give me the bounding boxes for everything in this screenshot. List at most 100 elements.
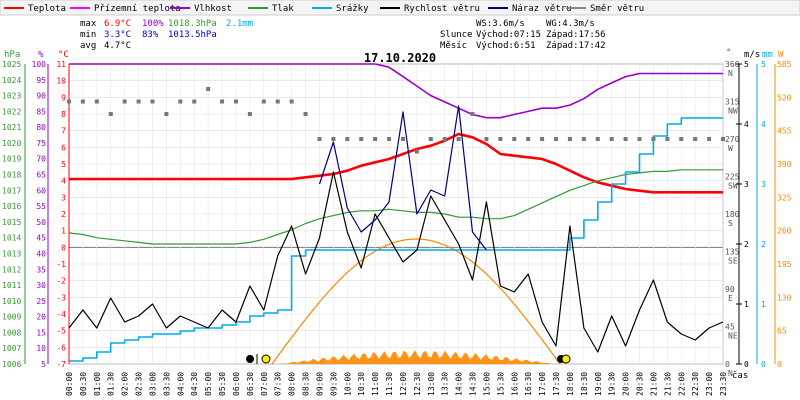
wind-direction-point	[387, 137, 392, 141]
series-lines	[67, 63, 725, 362]
unit-solar: W	[778, 50, 784, 60]
time-tick-label: 16:00	[510, 372, 519, 396]
wind-direction-point	[317, 137, 322, 141]
time-tick-label: 20:00	[622, 372, 631, 396]
direction-tick-label: 270	[725, 135, 740, 144]
humidity-tick-label: 55	[36, 202, 46, 211]
direction-tick-label: N	[728, 69, 733, 78]
wind-direction-point	[233, 99, 238, 104]
temperature-tick-label: 7	[61, 127, 66, 136]
solar-tick-label: 455	[777, 127, 792, 136]
time-tick-label: 11:00	[371, 372, 380, 396]
wind-direction-point	[679, 137, 684, 141]
rain-tick-label: 5	[761, 60, 766, 69]
time-tick-label: 07:30	[274, 372, 283, 396]
time-tick-label: 09:00	[315, 372, 324, 396]
direction-tick-label: NE	[728, 332, 738, 341]
direction-tick-label: 180	[725, 210, 740, 219]
legend-label: Rychlost větru	[404, 4, 480, 14]
wind-direction-point	[637, 137, 642, 141]
axes: 1025102410231022102110201019101810171016…	[2, 60, 792, 396]
sunrise-marker	[261, 354, 271, 364]
wind-direction-point	[80, 99, 85, 104]
time-tick-label: 00:30	[79, 372, 88, 396]
time-tick-label: 21:30	[663, 372, 672, 396]
wind-direction-point	[428, 137, 433, 141]
time-tick-label: 23:30	[719, 372, 728, 396]
wind-direction-point	[136, 99, 141, 104]
time-tick-label: 22:00	[677, 372, 686, 396]
pressure-tick-label: 1025	[2, 60, 21, 69]
unit-humidity: %	[38, 50, 44, 60]
stat-min-hum: 83%	[142, 30, 159, 40]
pressure-tick-label: 1012	[2, 265, 21, 274]
temperature-tick-label: 9	[61, 93, 66, 102]
wind-direction-point	[609, 137, 614, 141]
wind-direction-point	[414, 149, 419, 154]
wind-direction-point	[303, 112, 308, 116]
time-tick-label: 14:00	[455, 372, 464, 396]
rain-tick-label: 4	[761, 120, 766, 129]
stat-max-hum: 100%	[142, 19, 164, 29]
solar-theoretical-curve	[271, 238, 561, 365]
legend-label: Teplota	[28, 4, 66, 14]
time-tick-label: 19:30	[608, 372, 617, 396]
wind-direction-point	[665, 137, 670, 141]
time-tick-label: 04:00	[176, 372, 185, 396]
wind-direction-point	[331, 137, 336, 141]
humidity-tick-label: 90	[36, 92, 46, 101]
stats-block: max 6.9°C 100% 1018.3hPa 2.1mm min 3.3°C…	[80, 19, 253, 51]
sun-moon-block: WS:3.6m/s WG:4.3m/s Slunce Východ:07:15 …	[440, 19, 606, 51]
humidity-tick-label: 80	[36, 123, 46, 132]
temperature-tick-label: 10	[56, 77, 66, 86]
pressure-tick-label: 1017	[2, 186, 21, 195]
wind-direction-point	[581, 137, 586, 141]
time-tick-label: 18:00	[566, 372, 575, 396]
legend-label: Srážky	[336, 4, 369, 14]
solar-tick-label: 390	[777, 160, 792, 169]
wind-direction-point	[108, 112, 113, 116]
pressure-tick-label: 1018	[2, 171, 21, 180]
temperature-tick-label: 0	[61, 243, 66, 252]
solar-area	[271, 238, 561, 365]
solar-tick-label: 260	[777, 227, 792, 236]
pressure-tick-label: 1007	[2, 344, 21, 353]
time-tick-label: 06:30	[246, 372, 255, 396]
moon-set: Západ:17:42	[546, 41, 606, 51]
time-tick-label: 05:00	[204, 372, 213, 396]
wind-speed-summary: WS:3.6m/s	[476, 19, 525, 29]
stat-max-rain: 2.1mm	[226, 19, 253, 29]
direction-tick-label: 45	[725, 323, 735, 332]
time-tick-label: 10:30	[357, 372, 366, 396]
moon-label: Měsíc	[440, 41, 467, 51]
series-line-rychlost-v-tru	[68, 171, 724, 353]
humidity-tick-label: 100	[32, 60, 47, 69]
humidity-tick-label: 65	[36, 171, 46, 180]
wind-direction-point	[651, 137, 656, 141]
direction-tick-label: S	[728, 219, 733, 228]
solar-tick-label: 585	[777, 60, 792, 69]
time-tick-label: 03:30	[162, 372, 171, 396]
series-line-vlhkost	[69, 63, 723, 119]
pressure-tick-label: 1008	[2, 328, 21, 337]
sun-label: Slunce	[440, 30, 473, 40]
time-tick-label: 20:30	[636, 372, 645, 396]
wind-direction-point	[442, 137, 447, 141]
rain-tick-label: 2	[761, 240, 766, 249]
wind-direction-point	[484, 137, 489, 141]
wind-tick-label: 0	[744, 360, 749, 369]
pressure-tick-label: 1014	[2, 234, 21, 243]
series-line-n-raz-v-tru	[318, 105, 487, 251]
sun-set: Západ:17:56	[546, 30, 606, 40]
temperature-tick-label: 3	[61, 193, 66, 202]
wind-direction-point	[275, 99, 280, 104]
wind-direction-point	[206, 87, 211, 91]
stat-min-temp: 3.3°C	[104, 30, 131, 40]
time-tick-label: 13:30	[441, 372, 450, 396]
direction-tick-label: 90	[725, 285, 735, 294]
series-line-tlak	[68, 169, 723, 245]
time-tick-label: 08:00	[288, 372, 297, 396]
time-tick-label: 01:30	[107, 372, 116, 396]
grid	[68, 63, 724, 365]
wind-tick-label: 2	[744, 240, 749, 249]
